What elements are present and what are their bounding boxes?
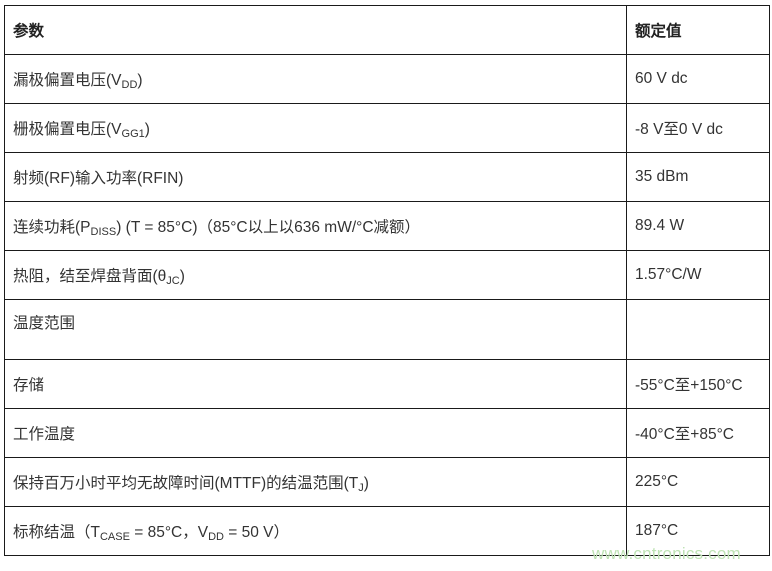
table-header: 参数 额定值 [4,5,770,55]
table-row: 温度范围 [4,299,770,360]
table-row: 工作温度 -40°C至+85°C [4,408,770,458]
param-sub: CASE [99,531,130,543]
value-cell: 35 dBm [626,152,770,202]
header-rating: 额定值 [626,5,770,55]
param-text: ) [363,475,369,492]
param-text: 热阻，结至焊盘背面(θ [13,268,167,285]
value-cell: 60 V dc [626,54,770,104]
value-cell: -40°C至+85°C [626,408,770,458]
table-row: 射频(RF)输入功率(RFIN) 35 dBm [4,152,770,202]
header-param: 参数 [4,5,627,55]
param-sub: DISS [90,226,117,238]
param-cell: 栅极偏置电压(VGG1) [4,103,627,153]
table-row: 连续功耗(PDISS) (T = 85°C)（85°C以上以636 mW/°C减… [4,201,770,251]
value-cell [626,299,770,360]
value-cell: -8 V至0 V dc [626,103,770,153]
param-sub: GG1 [121,128,145,140]
table-row: 保持百万小时平均无故障时间(MTTF)的结温范围(TJ) 225°C [4,457,770,507]
param-cell: 存储 [4,359,627,409]
param-text: ) [137,72,143,89]
param-cell: 温度范围 [4,299,627,360]
table-row: 存储 -55°C至+150°C [4,359,770,409]
table-row: 标称结温（TCASE = 85°C，VDD = 50 V） 187°C [4,506,770,556]
param-sub: DD [121,79,138,91]
param-text: 存储 [13,377,45,394]
param-cell: 保持百万小时平均无故障时间(MTTF)的结温范围(TJ) [4,457,627,507]
param-cell: 连续功耗(PDISS) (T = 85°C)（85°C以上以636 mW/°C减… [4,201,627,251]
param-text: 漏极偏置电压(V [13,72,122,89]
param-sub: JC [166,275,180,287]
param-text: 连续功耗(P [13,219,91,236]
param-text: = 85°C，V [129,524,209,541]
value-cell: 225°C [626,457,770,507]
table-row: 热阻，结至焊盘背面(θJC) 1.57°C/W [4,250,770,300]
param-text: 保持百万小时平均无故障时间(MTTF)的结温范围(T [13,475,359,492]
param-cell: 漏极偏置电压(VDD) [4,54,627,104]
param-text: 射频(RF)输入功率(RFIN) [13,170,184,187]
param-cell: 射频(RF)输入功率(RFIN) [4,152,627,202]
watermark: www.cntronics.com [592,544,741,563]
table-row: 漏极偏置电压(VDD) 60 V dc [4,54,770,104]
param-cell: 热阻，结至焊盘背面(θJC) [4,250,627,300]
value-cell: 1.57°C/W [626,250,770,300]
value-cell: 187°C [626,506,770,556]
param-sub: DD [208,531,224,543]
param-sub: J [358,482,364,494]
param-text: 标称结温（T [13,524,100,541]
param-cell: 工作温度 [4,408,627,458]
param-text: ) [144,121,150,138]
param-text: = 50 V） [223,524,290,541]
ratings-table: 参数 额定值 漏极偏置电压(VDD) 60 V dc 栅极偏置电压(VGG1) -8 … [4,5,770,556]
value-cell: 89.4 W [626,201,770,251]
param-cell: 标称结温（TCASE = 85°C，VDD = 50 V） [4,506,627,556]
value-cell: -55°C至+150°C [626,359,770,409]
param-text: ) (T = 85°C)（85°C以上以636 mW/°C减额） [116,219,421,236]
param-text: 栅极偏置电压(V [13,121,122,138]
param-text: 温度范围 [13,315,76,332]
param-text: ) [179,268,185,285]
param-text: 工作温度 [13,426,76,443]
table-row: 栅极偏置电压(VGG1) -8 V至0 V dc [4,103,770,153]
